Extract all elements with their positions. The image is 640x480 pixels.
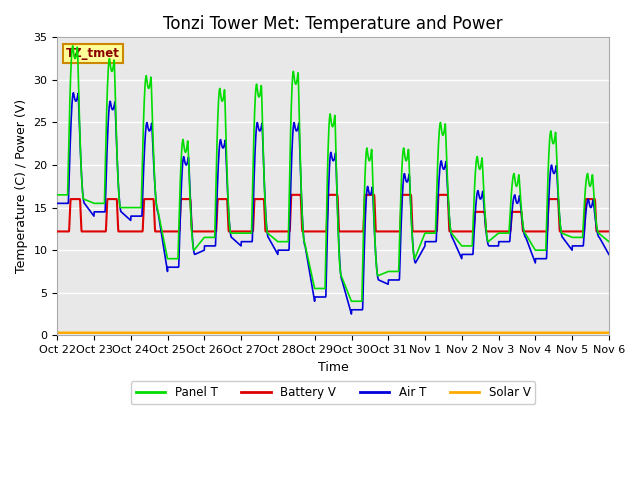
Text: TZ_tmet: TZ_tmet — [66, 47, 120, 60]
Title: Tonzi Tower Met: Temperature and Power: Tonzi Tower Met: Temperature and Power — [163, 15, 503, 33]
Y-axis label: Temperature (C) / Power (V): Temperature (C) / Power (V) — [15, 99, 28, 274]
Legend: Panel T, Battery V, Air T, Solar V: Panel T, Battery V, Air T, Solar V — [131, 382, 535, 404]
X-axis label: Time: Time — [318, 360, 349, 373]
